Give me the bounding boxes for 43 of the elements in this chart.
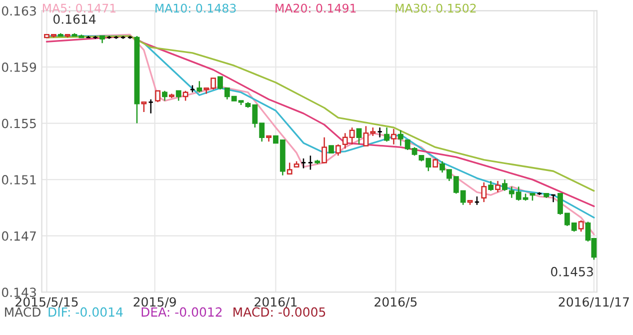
y-tick-label: 0.151 xyxy=(2,175,36,184)
text: DIF: -0.0014 xyxy=(48,307,123,317)
text: MA20: 0.1491 xyxy=(276,4,356,13)
text: DEA: -0.0012 xyxy=(142,307,222,317)
candlestick xyxy=(300,158,306,169)
y-tick-label: 0.147 xyxy=(2,231,36,241)
candlestick xyxy=(196,80,202,93)
candlestick xyxy=(502,178,508,192)
candlestick xyxy=(141,102,147,113)
annotation: 0.1614 xyxy=(53,14,96,24)
candlestick xyxy=(390,128,396,146)
candlestick xyxy=(398,130,404,146)
candlestick xyxy=(578,220,584,232)
candlestick xyxy=(322,136,328,164)
y-tick-label: 0.155 xyxy=(2,118,36,128)
candlestick xyxy=(488,180,494,192)
candlestick xyxy=(481,182,487,203)
y-tick-label: 0.163 xyxy=(2,6,36,16)
annotation: 0.1453 xyxy=(551,266,593,276)
candlestick xyxy=(377,126,383,138)
x-tick-label: 2015/9 xyxy=(134,297,176,308)
candlestick xyxy=(335,144,341,156)
candlestick xyxy=(155,90,160,103)
text: MACD xyxy=(5,307,41,317)
candlestick xyxy=(182,90,188,102)
candlestick xyxy=(286,162,292,175)
y-tick-label: 0.143 xyxy=(2,288,36,298)
candlestick xyxy=(148,98,154,114)
candlestick xyxy=(356,128,362,146)
x-tick-label: 2016/11/17 xyxy=(558,297,629,308)
candlestick xyxy=(176,90,182,102)
text: MA10: 0.1483 xyxy=(156,4,236,13)
candlestick xyxy=(308,155,314,170)
candlestick xyxy=(384,126,390,142)
x-tick-label: 2016/5 xyxy=(374,297,417,308)
candlestick xyxy=(162,90,168,102)
series-label: MA5: 0.1471 xyxy=(42,4,116,13)
text: MA30: 0.1502 xyxy=(396,4,476,13)
x-tick-label: 2016/1 xyxy=(254,297,297,308)
y-tick-label: 0.159 xyxy=(2,62,36,72)
candlestick xyxy=(495,180,500,193)
x-tick-label: 2015/5/15 xyxy=(16,297,78,308)
text: MACD: -0.0005 xyxy=(234,307,326,317)
